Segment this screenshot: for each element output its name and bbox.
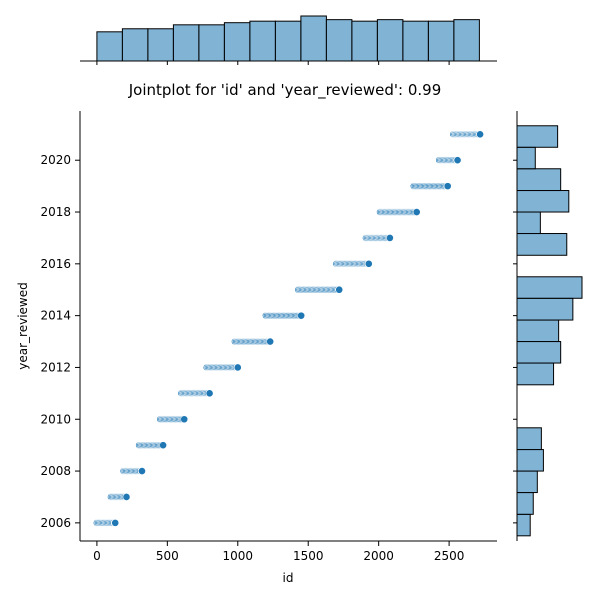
y-histogram-bar bbox=[516, 341, 562, 364]
x-histogram-bar bbox=[96, 31, 123, 62]
scatter-point bbox=[159, 441, 168, 450]
y-histogram-bar bbox=[516, 362, 555, 386]
y-histogram-bar bbox=[516, 427, 542, 451]
y-tick-label: 2016 bbox=[40, 257, 71, 271]
y-histogram-bar bbox=[516, 319, 560, 343]
x-histogram-bar bbox=[223, 22, 251, 62]
x-histogram-bar bbox=[121, 28, 149, 62]
x-marginal-histogram bbox=[80, 15, 497, 65]
y-histogram-bar bbox=[516, 470, 538, 494]
y-histogram-bar bbox=[516, 168, 562, 192]
x-histogram-bar bbox=[172, 24, 200, 62]
y-histogram-bar bbox=[516, 211, 541, 235]
scatter-point bbox=[335, 285, 344, 294]
y-histogram-bar bbox=[516, 449, 544, 472]
x-histogram-bar bbox=[147, 28, 174, 62]
y-histogram-bar bbox=[516, 233, 568, 256]
x-histogram-bar bbox=[376, 19, 404, 62]
x-tick-label: 1000 bbox=[223, 549, 254, 563]
scatter-point bbox=[233, 363, 242, 372]
x-histogram-bar bbox=[198, 24, 225, 62]
scatter-point bbox=[412, 208, 421, 216]
x-histogram-bar bbox=[402, 20, 429, 62]
x-tick-label: 500 bbox=[156, 549, 179, 563]
x-histogram-bar bbox=[274, 20, 302, 62]
y-histogram-bar bbox=[516, 492, 534, 515]
y-tick-label: 2020 bbox=[40, 153, 71, 167]
scatter-axes: 0 500 1000 1500 2000 2500 2006 2008 2010 2012 201… bbox=[16, 111, 497, 585]
chart-title: Jointplot for 'id' and 'year_reviewed': … bbox=[128, 81, 442, 100]
x-histogram-bar bbox=[351, 20, 378, 62]
x-histogram-bar bbox=[427, 20, 455, 62]
x-tick-label: 0 bbox=[93, 549, 101, 563]
scatter-point bbox=[453, 156, 462, 165]
scatter-point bbox=[476, 130, 484, 139]
y-marginal-histogram bbox=[513, 111, 583, 541]
scatter-point bbox=[111, 518, 120, 527]
scatter-point bbox=[386, 234, 394, 242]
scatter-point bbox=[266, 337, 275, 346]
y-axis-label: year_reviewed bbox=[16, 282, 30, 369]
scatter-point bbox=[297, 311, 306, 320]
scatter-point bbox=[138, 467, 146, 475]
x-axis-label: id bbox=[283, 571, 294, 585]
y-histogram-bar bbox=[516, 125, 559, 148]
x-histogram-bar bbox=[300, 15, 327, 62]
y-histogram-bar bbox=[516, 297, 574, 321]
x-histogram-bar bbox=[325, 19, 353, 62]
y-histogram-bar bbox=[516, 190, 570, 213]
scatter-point bbox=[443, 182, 452, 191]
scatter-point bbox=[122, 493, 131, 501]
x-tick-label: 1500 bbox=[293, 549, 324, 563]
x-tick-label: 2000 bbox=[363, 549, 394, 563]
scatter-point bbox=[364, 259, 373, 268]
y-tick-label: 2012 bbox=[40, 360, 71, 374]
y-histogram-bar bbox=[516, 276, 583, 299]
scatter-point bbox=[205, 389, 214, 398]
y-tick-label: 2010 bbox=[40, 412, 71, 426]
x-histogram-bar bbox=[249, 20, 276, 62]
y-tick-label: 2018 bbox=[40, 205, 71, 219]
scatter-point bbox=[180, 415, 189, 424]
y-tick-label: 2014 bbox=[40, 309, 71, 323]
y-tick-label: 2006 bbox=[40, 516, 71, 530]
y-histogram-bar bbox=[516, 146, 536, 170]
y-histogram-bar bbox=[516, 513, 531, 537]
y-tick-label: 2008 bbox=[40, 464, 71, 478]
x-tick-label: 2500 bbox=[434, 549, 465, 563]
x-histogram-bar bbox=[453, 19, 480, 62]
